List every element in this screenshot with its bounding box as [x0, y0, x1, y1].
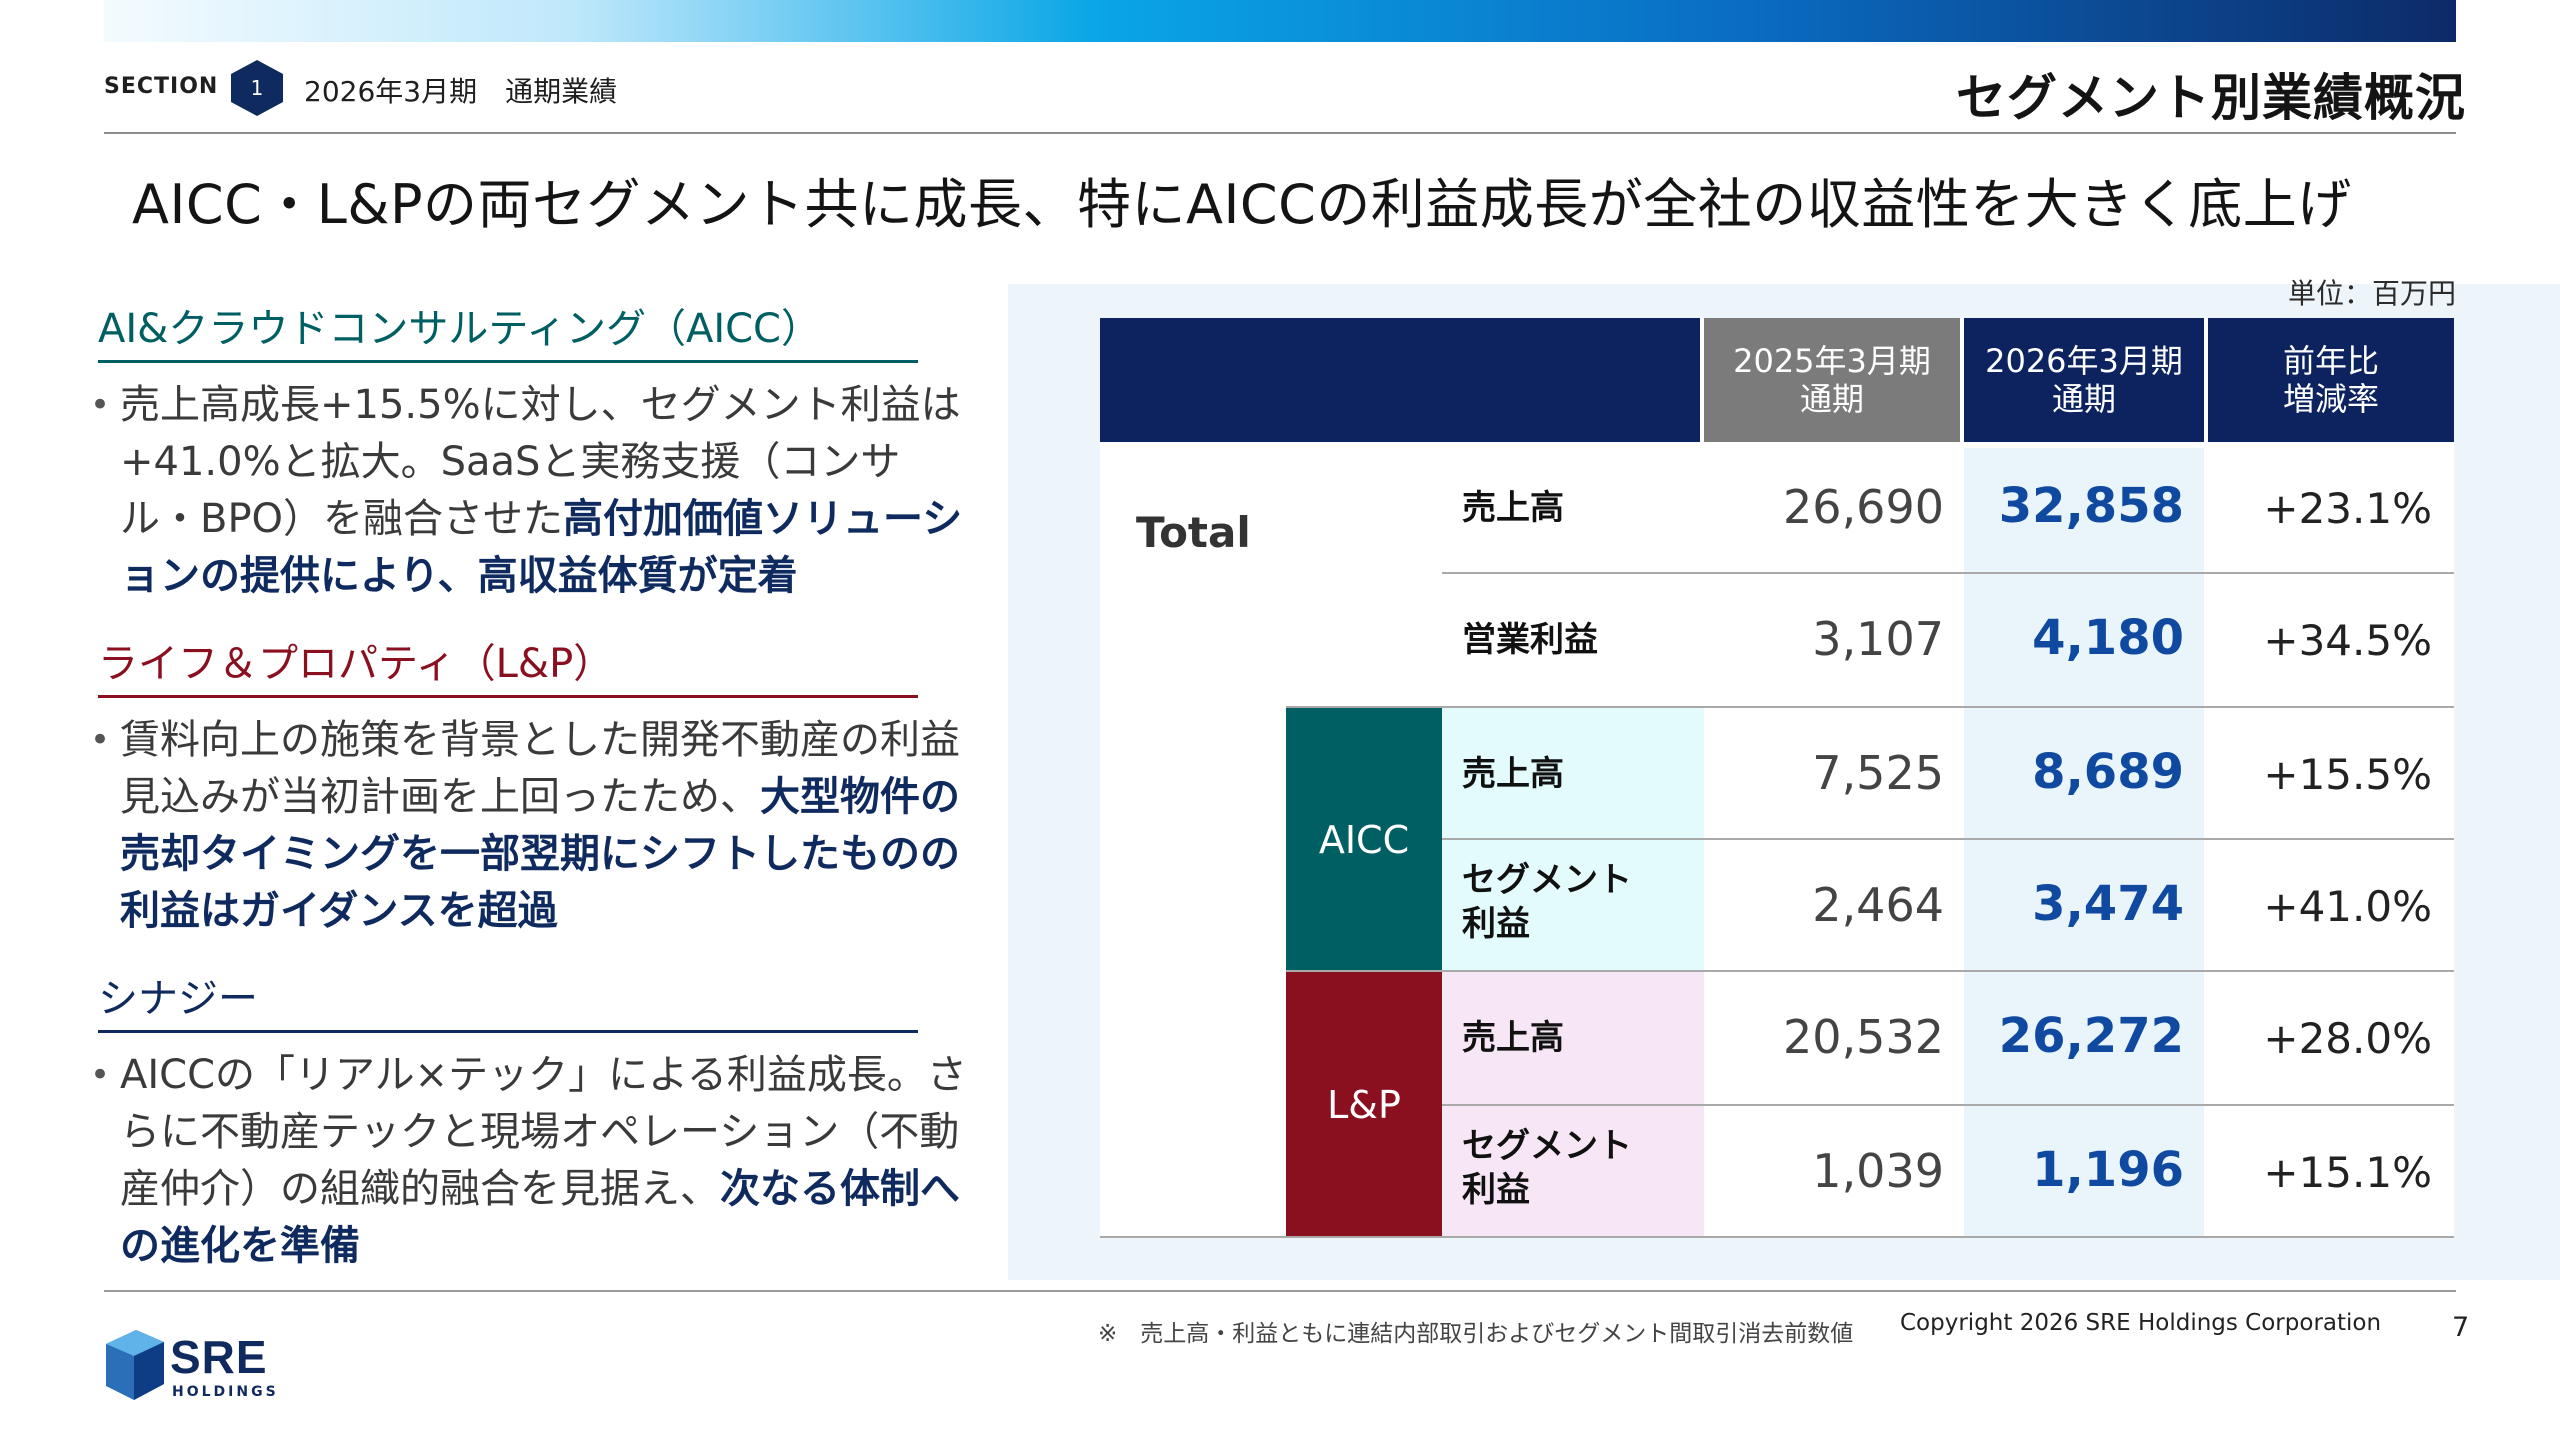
synergy-emphasis: 次なる体制への進化を準備 [120, 1166, 960, 1269]
value-fy2025-operating-profit: 3,107 [1812, 612, 1944, 666]
value-yoy-operating-profit: +34.5% [2263, 616, 2432, 665]
value-fy2025-aicc-segment-profit: 2,464 [1812, 878, 1944, 932]
row-divider [1286, 970, 2454, 972]
value-fy2026-lp-sales: 26,272 [1998, 1008, 2184, 1064]
value-yoy-lp-sales: +28.0% [2263, 1014, 2432, 1063]
row-divider [1442, 572, 2454, 574]
row-label-total-sales: 売上高 [1462, 488, 1564, 528]
value-fy2026-operating-profit: 4,180 [2032, 610, 2184, 666]
header-fy2025: 2025年3月期 通期 [1704, 318, 1960, 442]
header-fy2026: 2026年3月期 通期 [1964, 318, 2204, 442]
aicc-text: 売上高成長+15.5%に対し、セグメント利益は+41.0%と拡大。SaaSと実務… [120, 382, 961, 542]
row-divider [1442, 838, 2454, 840]
total-label: Total [1136, 508, 1251, 557]
aicc-label-background [1442, 708, 1704, 972]
lp-segment-band: L&P [1286, 972, 1442, 1238]
aicc-emphasis: 高付加価値ソリューションの提供により、高収益体質が定着 [120, 496, 963, 599]
value-fy2025-total-sales: 26,690 [1783, 480, 1944, 534]
lp-block: ライフ＆プロパティ（L&P） • 賃料向上の施策を背景とした開発不動産の利益見込み… [90, 631, 980, 940]
bullet-dot: • [90, 1055, 111, 1095]
bullet-dot: • [90, 720, 111, 760]
row-label-aicc-segment-profit: セグメント利益 [1462, 860, 1632, 944]
row-label-aicc-sales: 売上高 [1462, 754, 1564, 794]
header-fy2026-line1: 2026年3月期 [1985, 342, 2183, 380]
segment-commentary: AI&クラウドコンサルティング（AICC） • 売上高成長+15.5%に対し、セグ… [90, 296, 980, 1301]
copyright: Copyright 2026 SRE Holdings Corporation [1900, 1310, 2382, 1336]
aicc-heading: AI&クラウドコンサルティング（AICC） [98, 296, 918, 363]
table-bottom-border [1100, 1236, 2454, 1238]
header-yoy-line1: 前年比 [2282, 342, 2379, 380]
value-fy2025-lp-segment-profit: 1,039 [1812, 1144, 1944, 1198]
synergy-text: AICCの「リアル×テック」による利益成長。さらに不動産テックと現場オペレーショ… [120, 1052, 967, 1212]
aicc-block: AI&クラウドコンサルティング（AICC） • 売上高成長+15.5%に対し、セグ… [90, 296, 980, 605]
row-label-operating-profit: 営業利益 [1462, 620, 1598, 660]
value-yoy-total-sales: +23.1% [2263, 484, 2432, 533]
value-yoy-aicc-sales: +15.5% [2263, 750, 2432, 799]
row-label-lp-sales: 売上高 [1462, 1018, 1564, 1058]
aicc-bullet: • 売上高成長+15.5%に対し、セグメント利益は+41.0%と拡大。SaaSと実… [90, 377, 980, 605]
page-number: 7 [2452, 1312, 2470, 1343]
unit-label: 単位：百万円 [2287, 277, 2456, 310]
segment-results-table: 2025年3月期 通期 2026年3月期 通期 前年比 増減率 AICC L&P… [1100, 318, 2454, 1238]
lp-text: 賃料向上の施策を背景とした開発不動産の利益見込みが当初計画を上回ったため、 [120, 717, 960, 820]
value-yoy-lp-segment-profit: +15.1% [2263, 1148, 2432, 1197]
sre-logo-icon [106, 1330, 164, 1400]
row-label-lp-segment-profit: セグメント利益 [1462, 1126, 1632, 1210]
page-heading: セグメント別業績概況 [1956, 69, 2466, 127]
aicc-segment-band: AICC [1286, 708, 1442, 972]
header-fy2026-line2: 通期 [2051, 380, 2116, 418]
headline: AICC・L&Pの両セグメント共に成長、特にAICCの利益成長が全社の収益性を大… [132, 173, 2352, 236]
footnote: ※ 売上高・利益ともに連結内部取引およびセグメント間取引消去前数値 [1098, 1321, 1854, 1347]
section-number-badge: 1 [231, 60, 283, 116]
value-fy2025-lp-sales: 20,532 [1783, 1010, 1944, 1064]
lp-heading: ライフ＆プロパティ（L&P） [98, 631, 918, 698]
logo-subtext: HOLDINGS [172, 1384, 279, 1400]
logo-text: SRE [170, 1331, 268, 1383]
footer-divider [104, 1290, 2456, 1292]
header-divider [104, 132, 2456, 134]
top-gradient-bar [104, 0, 2456, 42]
row-divider [1286, 706, 2454, 708]
section-label: SECTION [104, 74, 219, 99]
header-yoy: 前年比 増減率 [2208, 318, 2454, 442]
value-fy2026-total-sales: 32,858 [1998, 478, 2184, 534]
synergy-block: シナジー • AICCの「リアル×テック」による利益成長。さらに不動産テックと現場… [90, 966, 980, 1275]
header-blank-cell [1100, 318, 1700, 442]
section-title: 2026年3月期 通期業績 [304, 75, 618, 108]
header-fy2025-line2: 通期 [1799, 380, 1864, 418]
value-fy2025-aicc-sales: 7,525 [1812, 746, 1944, 800]
lp-bullet: • 賃料向上の施策を背景とした開発不動産の利益見込みが当初計画を上回ったため、大型… [90, 712, 980, 940]
header-yoy-line2: 増減率 [2282, 380, 2379, 418]
row-divider [1442, 1104, 2454, 1106]
synergy-heading: シナジー [98, 966, 918, 1033]
value-fy2026-aicc-sales: 8,689 [2032, 744, 2184, 800]
synergy-bullet: • AICCの「リアル×テック」による利益成長。さらに不動産テックと現場オペレーシ… [90, 1047, 980, 1275]
bullet-dot: • [90, 385, 111, 425]
lp-emphasis: 大型物件の売却タイミングを一部翌期にシフトしたものの利益はガイダンスを超過 [120, 774, 960, 934]
header-fy2025-line1: 2025年3月期 [1733, 342, 1931, 380]
value-fy2026-aicc-segment-profit: 3,474 [2032, 876, 2184, 932]
value-fy2026-lp-segment-profit: 1,196 [2032, 1142, 2184, 1198]
fy2026-column-background [1964, 448, 2204, 1238]
value-yoy-aicc-segment-profit: +41.0% [2263, 882, 2432, 931]
